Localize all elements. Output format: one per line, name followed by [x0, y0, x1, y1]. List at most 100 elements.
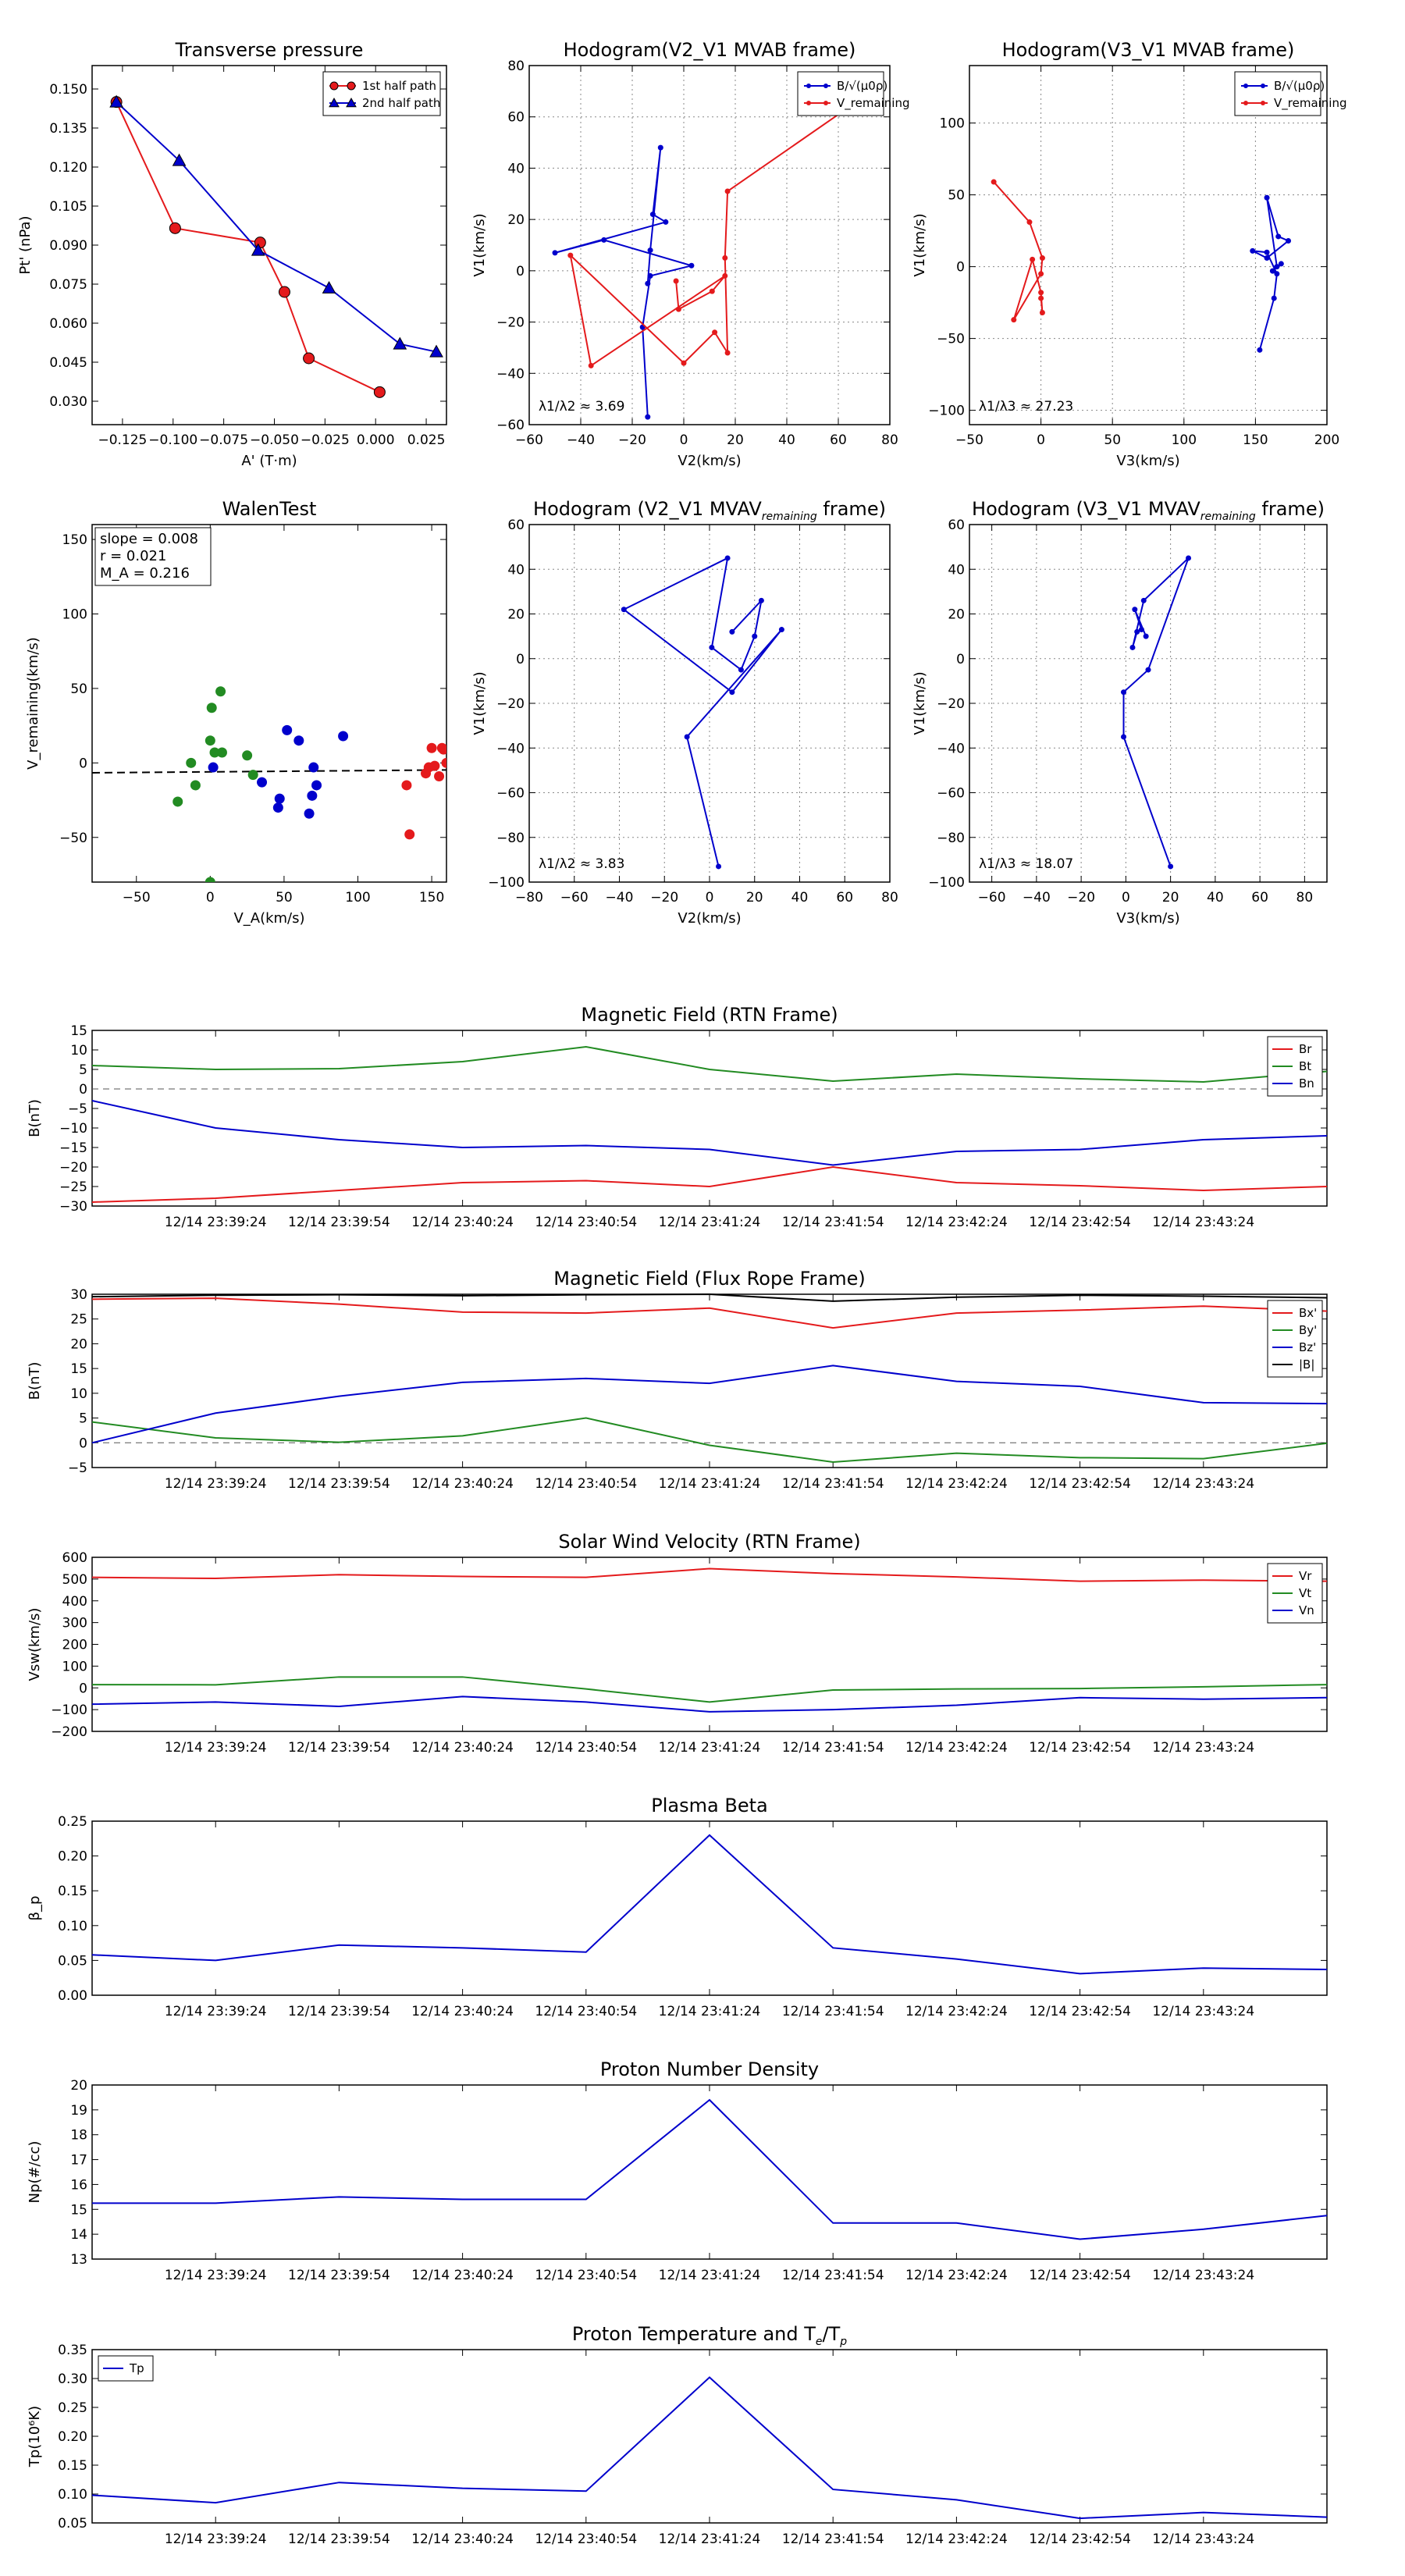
chart-title: Proton Number Density	[600, 2058, 819, 2080]
annotation: λ1/λ2 ≈ 3.83	[539, 856, 624, 872]
annotation: λ1/λ2 ≈ 3.69	[539, 399, 624, 415]
y-tick-label: −60	[496, 786, 525, 802]
y-tick-label: −20	[496, 696, 525, 712]
y-axis-label: V1(km/s)	[471, 671, 488, 735]
title-text: Hodogram (V2_V1 MVAV	[533, 498, 762, 520]
y-axis-label: V1(km/s)	[912, 213, 928, 276]
data-point	[716, 863, 722, 870]
time-label: 12/14 23:40:24	[411, 1215, 514, 1230]
x-tick-label: 80	[881, 890, 898, 906]
y-tick-label: 0.35	[58, 2343, 87, 2358]
data-point	[1038, 290, 1044, 296]
series-line	[993, 181, 1044, 321]
title-subscript: remaining	[1200, 511, 1256, 523]
chart-panel: −100 −80 −60 −40 −20 0 20 40 60 −60 −40 −20 0 20 40 60 8…	[912, 498, 1328, 927]
y-tick-label: 30	[70, 1287, 87, 1303]
series-line	[91, 1695, 1328, 1713]
x-tick-label: 150	[419, 890, 444, 906]
scatter-point	[308, 762, 319, 773]
series-line	[1252, 197, 1290, 350]
data-point	[709, 644, 715, 650]
scatter-point	[216, 747, 227, 758]
y-tick-label: 14	[70, 2227, 87, 2243]
chart-panel: 0.030 0.045 0.060 0.075 0.090 0.105 0.120 0.135…	[17, 39, 447, 469]
time-label: 12/14 23:43:24	[1152, 2004, 1254, 2019]
series-line	[91, 1567, 1328, 1582]
chart-panel: 13 14 15 16 17 18 19 20 12/14 23:39:24 12/14 23:3…	[27, 2058, 1328, 2283]
time-label: 12/14 23:39:24	[165, 2268, 267, 2283]
data-point	[1186, 555, 1192, 561]
series-line	[91, 1165, 1328, 1203]
series-line	[91, 1417, 1328, 1464]
data-point	[567, 252, 574, 258]
plot-frame	[91, 1030, 1328, 1207]
legend-label: By'	[1299, 1323, 1317, 1337]
legend-label: B/√(μ0ρ)	[837, 79, 887, 93]
time-label: 12/14 23:40:24	[411, 2004, 514, 2019]
y-tick-label: 100	[940, 116, 965, 132]
data-point	[752, 633, 758, 639]
data-point	[991, 179, 997, 185]
y-tick-label: 300	[62, 1616, 87, 1631]
data-point	[1038, 271, 1044, 277]
data-point	[823, 84, 828, 88]
chart-title: Hodogram(V2_V1 MVAB frame)	[564, 39, 856, 61]
stats-line: slope = 0.008	[100, 531, 198, 547]
series-line	[116, 101, 380, 393]
time-label: 12/14 23:42:24	[905, 2268, 1008, 2283]
data-point	[601, 237, 607, 243]
y-tick-label: 60	[507, 518, 525, 533]
data-point	[329, 97, 340, 108]
y-tick-label: −100	[51, 1703, 87, 1718]
data-point	[1243, 101, 1248, 105]
data-point	[1264, 249, 1270, 255]
y-tick-label: 0.30	[58, 2371, 87, 2387]
y-tick-label: −20	[937, 696, 965, 712]
scatter-point	[173, 796, 183, 807]
y-tick-label: 40	[507, 161, 525, 176]
time-label: 12/14 23:43:24	[1152, 2268, 1254, 2283]
legend-label: Br	[1299, 1042, 1312, 1056]
y-tick-label: 0.10	[58, 1919, 87, 1934]
scatter-point	[190, 780, 201, 791]
y-tick-label: 18	[70, 2128, 87, 2144]
series-line	[91, 1297, 1328, 1329]
plot-frame	[91, 1293, 1328, 1468]
series-line	[91, 1676, 1328, 1703]
data-point	[373, 386, 386, 398]
time-label: 12/14 23:42:24	[905, 2004, 1008, 2019]
time-label: 12/14 23:42:24	[905, 1740, 1008, 1756]
y-tick-label: 17	[70, 2153, 87, 2169]
time-label: 12/14 23:40:54	[535, 2004, 637, 2019]
data-point	[109, 94, 123, 108]
data-point	[1269, 268, 1275, 274]
scatter-point	[311, 780, 322, 791]
y-tick-label: 20	[70, 1336, 87, 1352]
x-tick-label: −50	[123, 890, 151, 906]
time-label: 12/14 23:43:24	[1152, 1476, 1254, 1492]
chart-title: Hodogram (V3_V1 MVAVremaining frame)	[972, 498, 1325, 523]
data-point	[1264, 255, 1270, 262]
data-point	[1138, 627, 1144, 633]
plot-area	[1121, 555, 1192, 870]
legend-label: Bx'	[1299, 1306, 1317, 1320]
x-axis-label: V_A(km/s)	[233, 910, 304, 927]
x-tick-label: −0.100	[148, 432, 197, 448]
y-tick-label: 0	[79, 756, 87, 771]
legend-label: V_remaining	[1274, 96, 1347, 111]
x-tick-label: 150	[1243, 432, 1268, 448]
data-point	[778, 627, 784, 633]
x-tick-label: 0.025	[407, 432, 446, 448]
y-tick-label: 50	[70, 681, 87, 697]
y-axis-label: B(nT)	[27, 1099, 43, 1137]
series-line	[622, 557, 783, 867]
x-tick-label: −20	[1067, 890, 1095, 906]
y-tick-label: 20	[507, 607, 525, 623]
y-tick-label: 19	[70, 2103, 87, 2119]
y-tick-label: 25	[70, 1312, 87, 1328]
x-tick-label: −0.125	[98, 432, 147, 448]
title-subscript: p	[839, 2336, 847, 2348]
y-tick-label: −20	[496, 315, 525, 331]
x-tick-label: 60	[830, 432, 847, 448]
title-text: Hodogram(V3_V1 MVAB frame)	[1002, 39, 1295, 61]
